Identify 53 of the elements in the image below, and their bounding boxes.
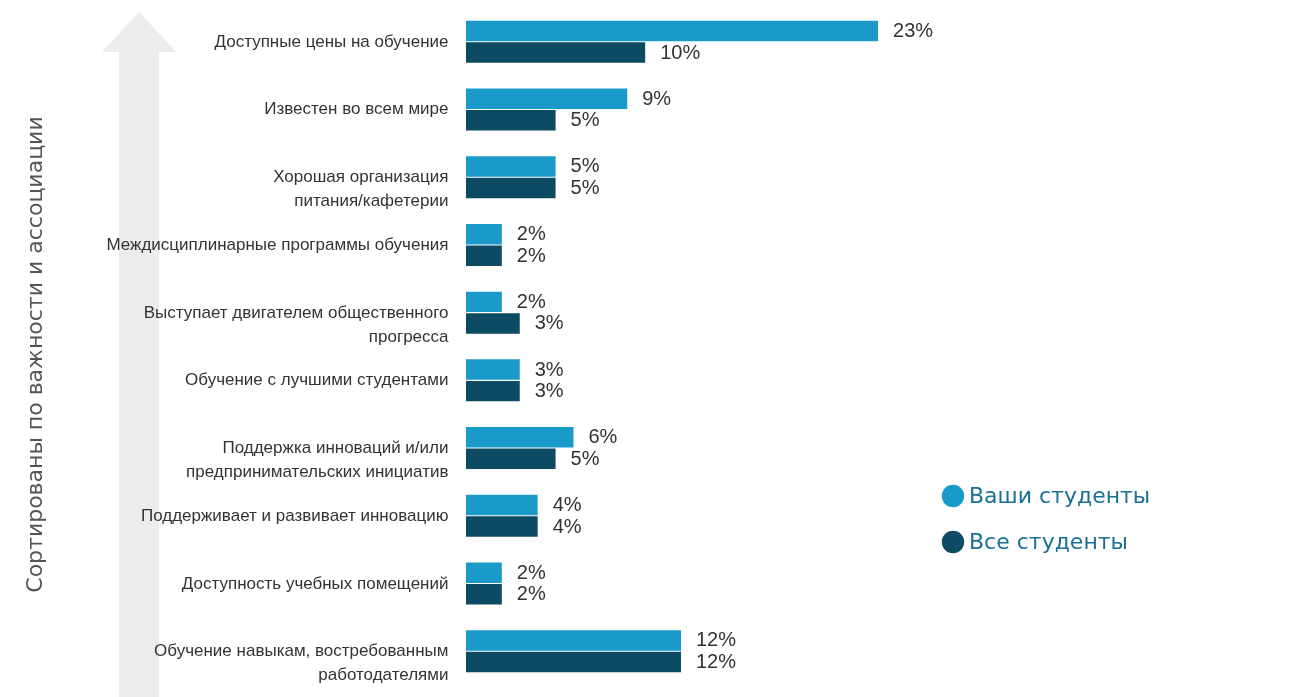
bar	[466, 359, 520, 380]
bar	[466, 562, 502, 583]
y-tick-label: Доступность учебных помещений	[181, 573, 449, 593]
bar	[466, 20, 879, 42]
data-label: 5%	[570, 108, 600, 131]
data-label: 23%	[893, 19, 934, 41]
data-label: 5%	[570, 175, 600, 198]
bar	[466, 313, 520, 334]
data-label: 3%	[534, 311, 564, 334]
bar	[466, 494, 538, 516]
y-tick-label: Поддержка инноваций и/или предпринимательских инициатив	[186, 438, 449, 482]
bar	[466, 630, 681, 651]
bar	[466, 427, 574, 448]
bar	[466, 380, 520, 402]
y-tick-label: Поддерживает и развивает инновацию	[140, 505, 449, 525]
legend-label: Все студенты	[969, 529, 1128, 554]
bar	[466, 584, 502, 605]
data-label: 2%	[516, 243, 546, 266]
y-tick-label: Обучение навыкам, востребованным работодателями	[154, 641, 449, 685]
bar	[466, 223, 502, 245]
data-label: 2%	[516, 289, 546, 312]
data-label: 9%	[642, 86, 672, 109]
legend-label: Ваши студенты	[969, 483, 1151, 508]
data-label: 6%	[588, 425, 618, 448]
bar	[466, 110, 556, 131]
bar	[466, 291, 502, 313]
bar	[466, 651, 681, 673]
data-label: 4%	[552, 493, 582, 516]
data-label: 3%	[534, 379, 564, 402]
bar	[466, 516, 538, 537]
data-label: 2%	[516, 222, 546, 245]
data-label: 2%	[516, 582, 546, 605]
y-axis-title: Сортированы по важности и ассоциации	[21, 116, 47, 593]
y-tick-label: Доступные цены на обучение	[214, 31, 449, 51]
y-tick-label: Известен во всем мире	[264, 99, 449, 119]
data-label: 3%	[534, 357, 564, 380]
data-label: 5%	[570, 446, 600, 469]
bar	[466, 448, 556, 470]
data-label: 10%	[660, 40, 701, 63]
bar	[466, 88, 628, 109]
y-tick-label: Междисциплинарные программы обучения	[106, 234, 449, 254]
y-tick-label: Выступает двигателем общественного прогресса	[143, 302, 450, 346]
y-tick-label: Обучение с лучшими студентами	[185, 370, 449, 390]
bar	[466, 156, 556, 177]
bar	[466, 42, 646, 63]
data-label: 12%	[696, 628, 737, 651]
data-label: 4%	[552, 514, 582, 537]
y-tick-label: Хорошая организация питания/кафетерии	[273, 167, 449, 211]
bar	[466, 177, 556, 199]
data-label: 2%	[516, 560, 546, 583]
data-label: 12%	[696, 650, 737, 672]
bar	[466, 245, 502, 266]
data-label: 5%	[570, 154, 600, 177]
